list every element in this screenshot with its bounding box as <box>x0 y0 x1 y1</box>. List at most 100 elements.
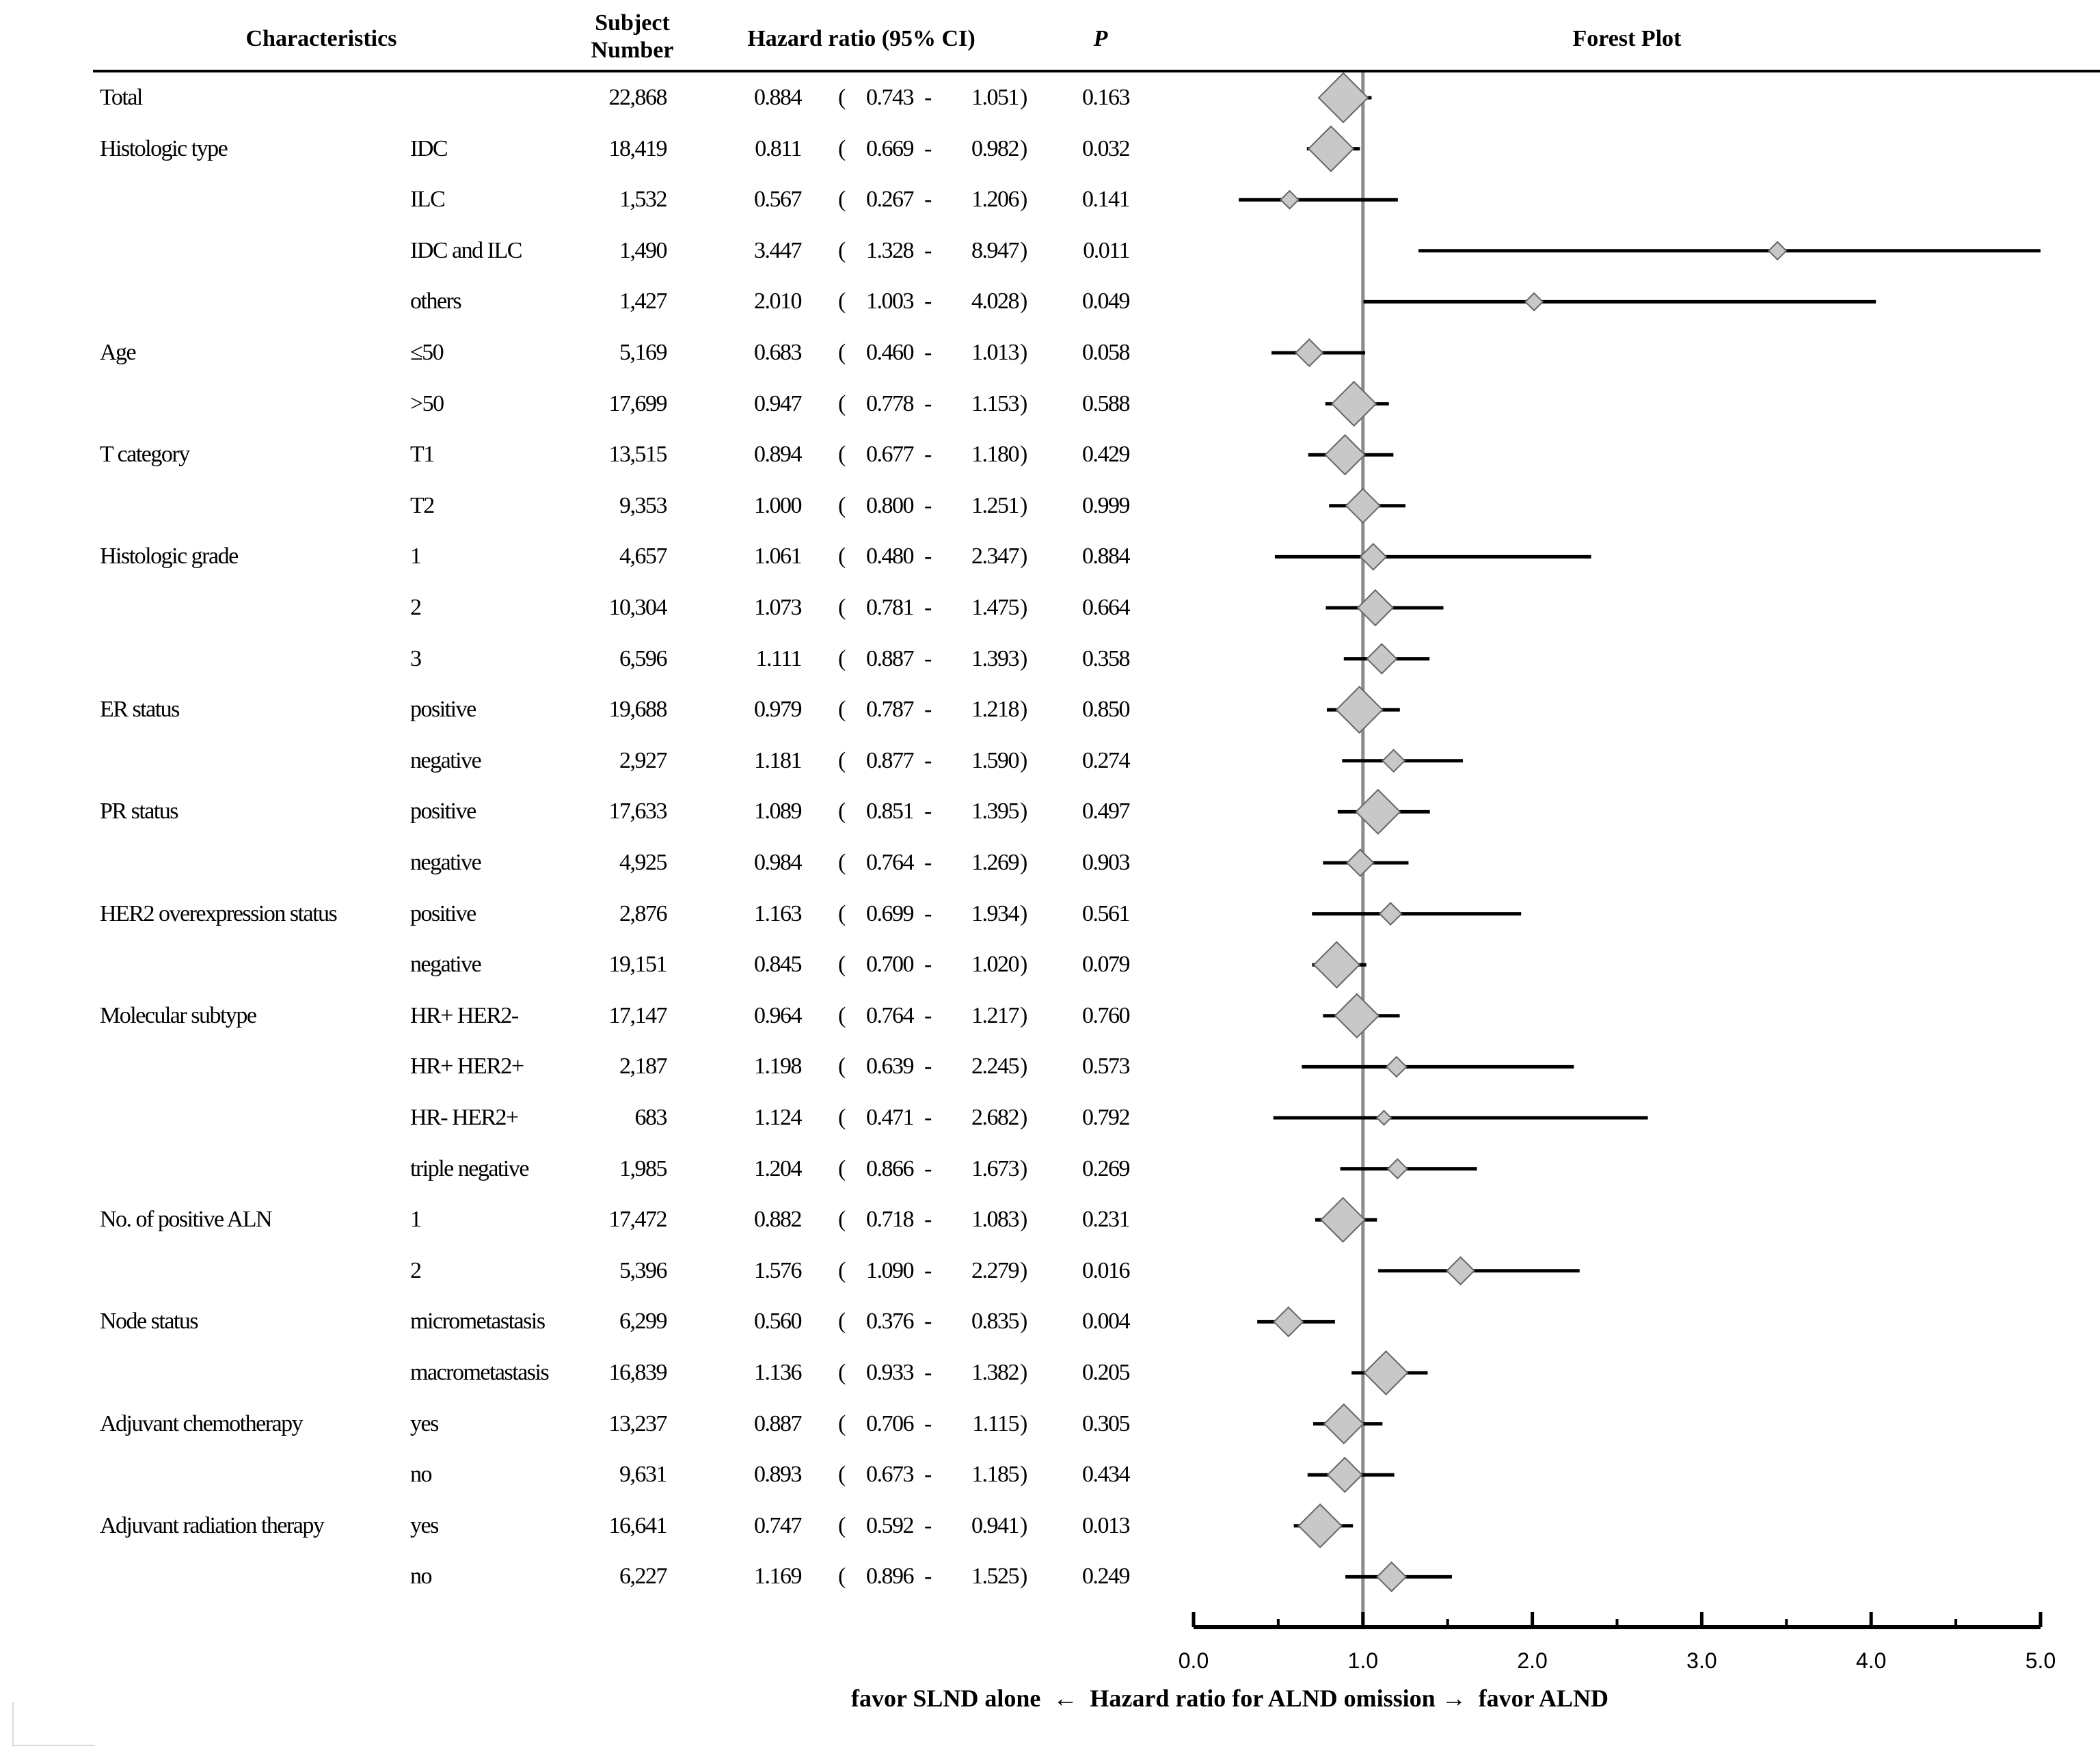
row-level: IDC and ILC <box>410 238 522 263</box>
row-ci-upper: 1.395 <box>971 799 1020 824</box>
row-subject-number: 2,187 <box>619 1054 668 1079</box>
row-ci-separator: - <box>924 1003 932 1028</box>
row-hazard-ratio: 0.845 <box>754 952 803 977</box>
row-category: Histologic grade <box>100 544 239 569</box>
header-p: P <box>1093 26 1108 51</box>
row-ci-lower: 0.743 <box>866 85 915 110</box>
row-ci-lower: 0.699 <box>866 901 915 926</box>
row-level: yes <box>410 1513 439 1538</box>
row-ci-open: ( <box>838 1003 846 1028</box>
row-subject-number: 9,631 <box>619 1462 668 1487</box>
row-category: Histologic type <box>100 136 228 161</box>
row-category: HER2 overexpression status <box>100 901 338 926</box>
row-ci-open: ( <box>838 901 846 926</box>
row-p-value: 0.588 <box>1082 391 1131 416</box>
header-rule <box>93 70 2100 72</box>
row-ci-separator: - <box>924 646 932 671</box>
row-ci-separator: - <box>924 799 932 824</box>
row-subject-number: 1,985 <box>619 1156 668 1181</box>
row-subject-number: 17,147 <box>608 1003 668 1028</box>
row-ci-open: ( <box>838 289 846 314</box>
row-hazard-ratio: 0.683 <box>754 340 803 365</box>
row-subject-number: 6,596 <box>619 646 668 671</box>
hr-marker <box>1326 1456 1363 1493</box>
row-ci-close: ) <box>1020 391 1027 416</box>
row-ci-close: ) <box>1020 136 1027 161</box>
row-hazard-ratio: 0.747 <box>754 1513 803 1538</box>
row-hazard-ratio: 2.010 <box>754 289 803 314</box>
row-category: Adjuvant radiation therapy <box>100 1513 325 1538</box>
row-ci-upper: 1.051 <box>971 85 1020 110</box>
row-ci-separator: - <box>924 1105 932 1130</box>
row-ci-open: ( <box>838 646 846 671</box>
x-tick-label: 0.0 <box>1179 1648 1209 1673</box>
row-level: ≤50 <box>410 340 444 365</box>
row-ci-separator: - <box>924 697 932 722</box>
row-p-value: 0.903 <box>1082 850 1131 875</box>
row-ci-lower: 0.639 <box>866 1054 915 1079</box>
row-hazard-ratio: 0.894 <box>754 442 803 467</box>
row-ci-close: ) <box>1020 901 1027 926</box>
row-hazard-ratio: 0.567 <box>754 187 803 212</box>
row-subject-number: 16,839 <box>608 1360 668 1385</box>
row-p-value: 0.305 <box>1082 1411 1131 1436</box>
row-subject-number: 16,641 <box>608 1513 668 1538</box>
hr-marker <box>1323 1403 1364 1445</box>
row-level: positive <box>410 901 476 926</box>
row-ci-upper: 1.153 <box>971 391 1020 416</box>
row-ci-lower: 0.677 <box>866 442 915 467</box>
row-ci-upper: 4.028 <box>971 289 1020 314</box>
row-ci-lower: 0.718 <box>866 1207 915 1232</box>
row-hazard-ratio: 0.893 <box>754 1462 803 1487</box>
row-ci-lower: 0.592 <box>866 1513 915 1538</box>
row-p-value: 0.058 <box>1082 340 1131 365</box>
row-ci-upper: 1.206 <box>971 187 1020 212</box>
row-p-value: 0.884 <box>1082 544 1131 569</box>
row-ci-upper: 1.013 <box>971 340 1020 365</box>
row-subject-number: 17,633 <box>608 799 668 824</box>
row-level: 3 <box>410 646 422 671</box>
row-hazard-ratio: 1.073 <box>754 595 803 620</box>
row-hazard-ratio: 0.947 <box>754 391 803 416</box>
hr-marker <box>1335 686 1384 734</box>
row-ci-upper: 1.525 <box>971 1564 1020 1589</box>
footer-axis-label: favor SLND alone ← Hazard ratio for ALND… <box>851 1683 1608 1713</box>
row-p-value: 0.269 <box>1082 1156 1131 1181</box>
corner-mark-base <box>12 1745 94 1746</box>
row-ci-separator: - <box>924 1360 932 1385</box>
row-ci-separator: - <box>924 595 932 620</box>
row-ci-close: ) <box>1020 1513 1027 1538</box>
row-p-value: 0.032 <box>1082 136 1131 161</box>
row-ci-close: ) <box>1020 1054 1027 1079</box>
row-level: no <box>410 1462 433 1487</box>
row-category: Node status <box>100 1309 199 1334</box>
row-hazard-ratio: 0.964 <box>754 1003 803 1028</box>
row-ci-open: ( <box>838 1105 846 1130</box>
row-level: others <box>410 289 462 314</box>
row-ci-separator: - <box>924 85 932 110</box>
x-tick-label: 4.0 <box>1856 1648 1886 1673</box>
row-ci-lower: 0.706 <box>866 1411 915 1436</box>
row-hazard-ratio: 0.560 <box>754 1309 803 1334</box>
header-subject-number: Subject Number <box>554 10 711 64</box>
row-ci-open: ( <box>838 952 846 977</box>
row-level: no <box>410 1564 433 1589</box>
hr-marker <box>1376 1561 1408 1592</box>
row-ci-close: ) <box>1020 493 1027 518</box>
row-hazard-ratio: 1.061 <box>754 544 803 569</box>
row-level: 1 <box>410 544 422 569</box>
row-level: negative <box>410 952 482 977</box>
row-ci-upper: 0.835 <box>971 1309 1020 1334</box>
row-ci-lower: 0.460 <box>866 340 915 365</box>
row-ci-separator: - <box>924 1513 932 1538</box>
row-ci-close: ) <box>1020 850 1027 875</box>
row-ci-open: ( <box>838 1411 846 1436</box>
row-category: Total <box>100 85 143 110</box>
row-hazard-ratio: 1.111 <box>755 646 803 671</box>
row-category: No. of positive ALN <box>100 1207 273 1232</box>
hr-marker <box>1297 1503 1343 1549</box>
row-ci-lower: 0.800 <box>866 493 915 518</box>
row-level: ILC <box>410 187 446 212</box>
row-p-value: 0.664 <box>1082 595 1131 620</box>
